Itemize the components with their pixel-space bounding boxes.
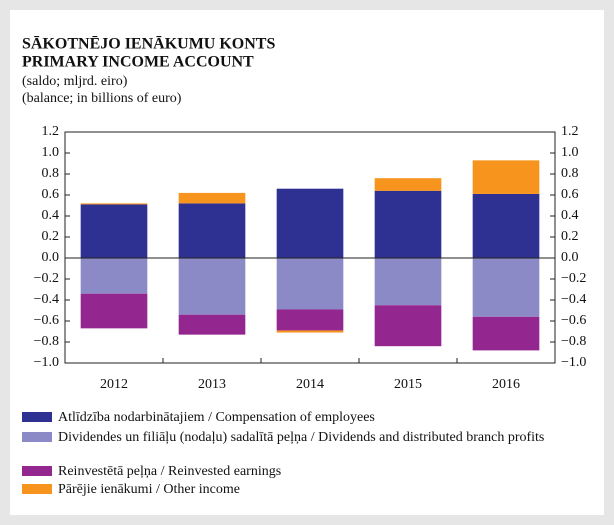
legend-label: Atlīdzība nodarbinātajiem / Compensation… [58, 410, 375, 425]
bar [178, 192, 246, 204]
y-tick-label: 1.2 [42, 124, 60, 139]
y-tick-label: 0.2 [42, 229, 60, 244]
legend-swatch [22, 412, 52, 422]
bar [374, 305, 442, 347]
bar [178, 314, 246, 335]
bar [178, 258, 246, 315]
y2-tick-label: 1.0 [561, 145, 579, 160]
y-tick-label: 1.0 [42, 145, 60, 160]
plot-frame [64, 131, 556, 364]
bar [472, 160, 540, 194]
y2-tick-label: −1.0 [561, 355, 586, 370]
y2-tick-label: 1.2 [561, 124, 579, 139]
bar [374, 190, 442, 258]
y-tick-label: −0.6 [34, 313, 59, 328]
bar [472, 316, 540, 351]
bar [80, 258, 148, 294]
legend-label: Reinvestētā peļņa / Reinvested earnings [58, 464, 282, 479]
chart-title: SĀKOTNĒJO IENĀKUMU KONTS [22, 35, 275, 53]
y-tick-label: 0.4 [42, 208, 60, 223]
y2-tick-label: −0.8 [561, 334, 586, 349]
y2-tick-label: −0.2 [561, 271, 586, 286]
bar [178, 203, 246, 258]
x-tick-label: 2013 [198, 377, 226, 392]
y2-tick-label: 0.8 [561, 166, 579, 181]
bar [276, 188, 344, 258]
bar [276, 309, 344, 331]
bar [472, 193, 540, 258]
bar [80, 203, 148, 205]
x-tick-label: 2016 [492, 377, 520, 392]
y-tick-label: −1.0 [34, 355, 59, 370]
y-tick-label: −0.8 [34, 334, 59, 349]
bar [80, 204, 148, 258]
y2-tick-label: 0.2 [561, 229, 579, 244]
bar [374, 178, 442, 191]
chart-subtitle: (saldo; mljrd. eiro) [22, 74, 128, 89]
y2-tick-label: −0.4 [561, 292, 586, 307]
bar [276, 330, 344, 333]
bar [472, 258, 540, 317]
chart-title: PRIMARY INCOME ACCOUNT [22, 54, 254, 71]
y2-tick-label: 0.4 [561, 208, 579, 223]
x-tick-label: 2014 [296, 377, 324, 392]
chart-subtitle: (balance; in billions of euro) [22, 91, 182, 106]
y-tick-label: −0.2 [34, 271, 59, 286]
legend-label: Pārējie ienākumi / Other income [58, 482, 240, 497]
bar [374, 258, 442, 306]
x-tick-label: 2015 [394, 377, 422, 392]
y-tick-label: −0.4 [34, 292, 59, 307]
legend-swatch [22, 484, 52, 494]
y2-tick-label: −0.6 [561, 313, 586, 328]
bar [80, 293, 148, 329]
legend-label: Dividendes un filiāļu (nodaļu) sadalītā … [58, 430, 545, 445]
x-tick-label: 2012 [100, 377, 128, 392]
y2-tick-label: 0.6 [561, 187, 579, 202]
y2-tick-label: 0.0 [561, 250, 579, 265]
y-tick-label: 0.8 [42, 166, 60, 181]
y-tick-label: 0.6 [42, 187, 60, 202]
y-tick-label: 0.0 [42, 250, 60, 265]
bar [276, 258, 344, 310]
legend-swatch [22, 466, 52, 476]
legend-swatch [22, 432, 52, 442]
